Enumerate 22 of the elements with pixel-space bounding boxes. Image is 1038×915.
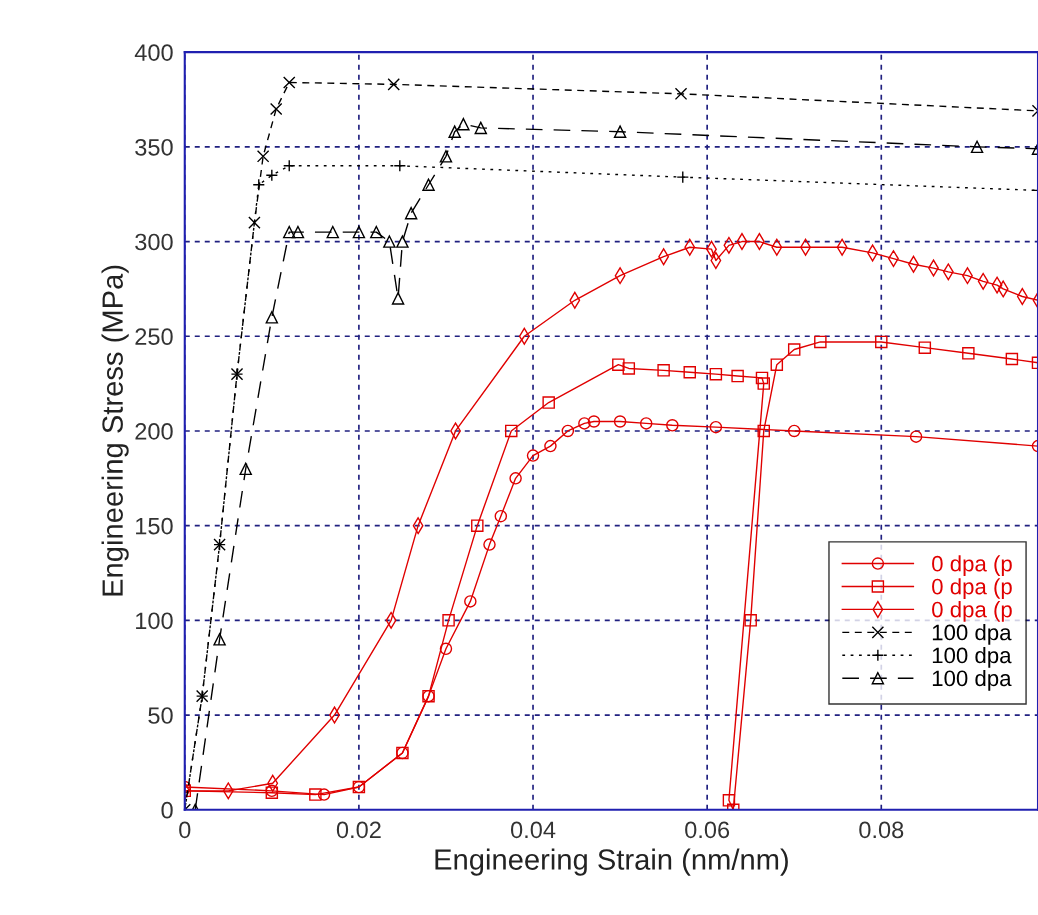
y-tick-label: 350 [135,138,173,156]
legend-label: 0 dpa (p [932,555,1012,576]
x-tick-label: 0.04 [510,821,556,839]
legend-label: 100 dpa [932,646,1012,668]
y-tick-label: 150 [136,517,173,535]
y-tick-label: 400 [134,44,173,61]
y-tick-label: 300 [135,233,173,251]
y-tick-label: 250 [135,328,173,346]
x-tick-label: 0.06 [685,821,730,839]
x-tick-label: 0 [179,821,191,839]
x-tick-label: 0.08 [859,821,904,839]
y-tick-label: 0 [161,801,173,819]
legend-label: 0 dpa (p [932,601,1012,622]
x-axis-title: Engineering Strain (nm/nm) [435,848,788,876]
y-tick-label: 100 [136,612,173,630]
legend-label: 100 dpa [932,624,1012,645]
legend-label: 0 dpa (p [932,578,1012,599]
y-tick-label: 200 [135,423,173,440]
x-tick-label: 0.02 [336,821,381,839]
y-tick-label: 50 [148,707,173,724]
legend-label: 100 dpa [932,669,1012,691]
y-axis-title: Engineering Stress (MPa) [101,265,129,596]
